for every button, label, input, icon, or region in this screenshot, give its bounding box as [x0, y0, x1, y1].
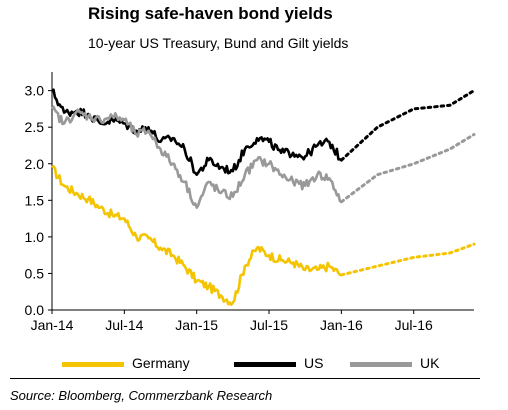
x-tick-label: Jan-14	[31, 317, 74, 333]
chart-title: Rising safe-haven bond yields	[88, 4, 333, 23]
series-line-uk	[50, 105, 343, 209]
series-forecast-uk	[339, 133, 476, 204]
y-tick-label: 2.0	[25, 156, 45, 172]
x-axis: Jan-14 Jul-14 Jan-15 Jul-15 Jan-16 Jul-16	[31, 309, 474, 333]
y-tick-label: 1.5	[25, 192, 45, 208]
source-note: Source: Bloomberg, Commerzbank Research	[10, 388, 273, 403]
line-chart: 0.0 0.5 1.0 1.5 2.0 2.5 3.0 Jan-14 Jul-14 Jan-15…	[25, 72, 476, 333]
legend-swatch-germany	[62, 361, 124, 367]
legend-swatch-uk	[350, 361, 412, 367]
y-tick-label: 2.5	[25, 119, 45, 135]
y-tick-label: 0.5	[25, 265, 45, 281]
y-tick-label: 3.0	[25, 83, 45, 99]
legend-label-us: US	[304, 355, 324, 371]
y-tick-label: 0.0	[25, 302, 45, 318]
x-tick-label: Jan-15	[175, 317, 218, 333]
x-tick-label: Jul-14	[105, 317, 143, 333]
legend-item-us: US	[234, 355, 323, 371]
series-forecast-germany	[339, 242, 476, 277]
legend-swatch-us	[234, 361, 296, 367]
series-forecast-us	[339, 89, 476, 162]
chart-subtitle: 10-year US Treasury, Bund and Gilt yield…	[88, 35, 349, 51]
x-tick-label: Jul-15	[250, 317, 288, 333]
legend-item-germany: Germany	[62, 355, 190, 371]
x-tick-label: Jul-16	[395, 317, 433, 333]
y-axis: 0.0 0.5 1.0 1.5 2.0 2.5 3.0	[25, 72, 53, 318]
y-tick-label: 1.0	[25, 229, 45, 245]
series-lines	[50, 88, 476, 306]
series-line-germany	[51, 165, 342, 306]
legend-label-uk: UK	[420, 355, 440, 371]
divider	[10, 378, 480, 379]
series-line-us	[51, 88, 343, 176]
legend-label-germany: Germany	[132, 355, 190, 371]
x-tick-label: Jan-16	[320, 317, 363, 333]
legend-item-uk: UK	[350, 355, 439, 371]
